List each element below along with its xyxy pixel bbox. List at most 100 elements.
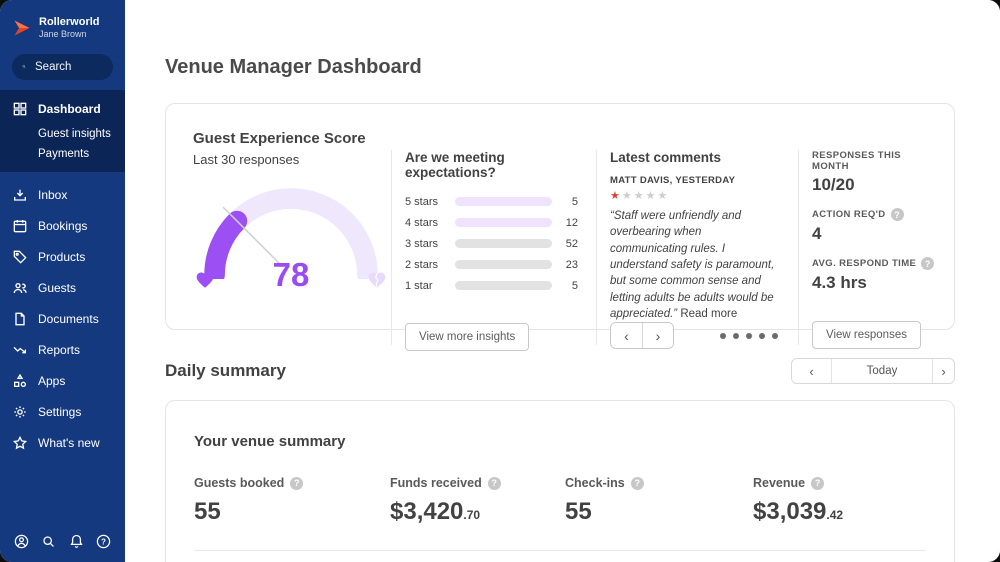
stat-value: 10/20 xyxy=(812,175,855,194)
rating-count: 12 xyxy=(565,216,578,229)
search-icon xyxy=(22,65,26,69)
comments-pager: ‹ › xyxy=(610,322,674,350)
venue-metrics: Guests booked 55 Funds received $3,420.7… xyxy=(194,476,926,526)
sidebar-item-whats-new[interactable]: What's new xyxy=(0,428,125,459)
gauge-arc xyxy=(204,188,378,286)
prev-day-button[interactable]: ‹ xyxy=(792,359,832,383)
rating-count: 23 xyxy=(565,258,578,271)
sidebar-item-products[interactable]: Products xyxy=(0,242,125,273)
svg-text:?: ? xyxy=(101,537,106,546)
view-responses-button[interactable]: View responses xyxy=(812,321,921,350)
comment-author: MATT DAVIS, YESTERDAY xyxy=(610,175,736,186)
gauge-needle xyxy=(222,206,282,266)
rating-row-2-stars: 2 stars 23 xyxy=(405,254,578,275)
document-icon xyxy=(12,311,28,327)
sidebar-item-guest-insights[interactable]: Guest insights xyxy=(38,127,111,140)
search-icon[interactable] xyxy=(40,533,57,550)
section-subtitle: Last 30 responses xyxy=(193,152,300,167)
comment-quote: “Staff were unfriendly and overbearing w… xyxy=(610,208,780,322)
sidebar-nav: Inbox Bookings Products xyxy=(0,172,125,459)
help-icon[interactable] xyxy=(921,257,935,270)
stat-label: ACTION REQ'D xyxy=(812,208,936,221)
expectations-section: Are we meeting expectations? 5 stars 5 4… xyxy=(391,104,596,369)
sidebar-item-documents[interactable]: Documents xyxy=(0,304,125,335)
view-more-insights-button[interactable]: View more insights xyxy=(405,323,530,352)
carousel-dot[interactable] xyxy=(772,332,778,339)
guest-experience-score-section: Guest Experience Score Last 30 responses… xyxy=(166,104,391,369)
metric-revenue: Revenue $3,039.42 xyxy=(753,476,926,526)
sidebar-item-label: Documents xyxy=(38,312,99,327)
sidebar-item-apps[interactable]: Apps xyxy=(0,366,125,397)
ratings-bar-chart: 5 stars 5 4 stars 12 3 stars 52 xyxy=(405,191,578,296)
help-icon[interactable] xyxy=(890,208,904,221)
current-date-label[interactable]: Today xyxy=(832,359,932,383)
carousel-dot[interactable] xyxy=(746,332,752,339)
score-gauge: 78 xyxy=(193,177,389,291)
metric-value: 55 xyxy=(565,498,592,525)
daily-summary-title: Daily summary xyxy=(165,361,286,380)
sidebar-footer: ? xyxy=(0,526,125,556)
sidebar: Rollerworld Jane Brown Dashboard Guest xyxy=(0,0,125,562)
carousel-dots[interactable] xyxy=(720,332,780,339)
rating-label: 1 star xyxy=(405,279,433,292)
metric-label: Guests booked xyxy=(194,476,285,490)
next-comment-button[interactable]: › xyxy=(642,323,673,349)
rating-count: 52 xyxy=(565,237,578,250)
help-icon[interactable] xyxy=(630,476,644,490)
sidebar-item-payments[interactable]: Payments xyxy=(38,147,90,160)
sidebar-search[interactable] xyxy=(12,53,113,80)
star-icon xyxy=(12,435,28,451)
trend-line-icon xyxy=(12,342,28,358)
rating-stars xyxy=(610,189,780,202)
page-title: Venue Manager Dashboard xyxy=(165,56,422,78)
sidebar-item-settings[interactable]: Settings xyxy=(0,397,125,428)
rating-bar-track xyxy=(455,197,552,206)
rating-row-3-stars: 3 stars 52 xyxy=(405,233,578,254)
sidebar-item-reports[interactable]: Reports xyxy=(0,335,125,366)
rating-label: 4 stars xyxy=(405,216,439,229)
rating-label: 2 stars xyxy=(405,258,439,271)
tag-icon xyxy=(12,249,28,265)
sidebar-item-guests[interactable]: Guests xyxy=(0,273,125,304)
rating-count: 5 xyxy=(571,195,578,208)
help-icon[interactable] xyxy=(487,476,501,490)
stat-label-text: RESPONSES THIS MONTH xyxy=(812,150,902,172)
rating-bar-track xyxy=(455,239,552,248)
daily-summary-header: Daily summary ‹ Today › xyxy=(165,358,955,384)
bell-icon[interactable] xyxy=(68,533,85,550)
inbox-icon xyxy=(12,187,28,203)
metric-value: $3,420.70 xyxy=(390,498,481,525)
metric-funds-received: Funds received $3,420.70 xyxy=(390,476,565,526)
sidebar-item-bookings[interactable]: Bookings xyxy=(0,211,125,242)
star-empty-icon xyxy=(646,190,658,202)
carousel-dot[interactable] xyxy=(759,332,765,339)
stat-label-text: AVG. RESPOND TIME xyxy=(812,258,917,269)
metric-guests-booked: Guests booked 55 xyxy=(194,476,390,526)
prev-comment-button[interactable]: ‹ xyxy=(611,323,642,349)
brand: Rollerworld Jane Brown xyxy=(0,0,125,50)
carousel-dot[interactable] xyxy=(733,332,739,339)
next-day-button[interactable]: › xyxy=(932,359,954,383)
comment-text: “Staff were unfriendly and overbearing w… xyxy=(610,210,775,320)
sidebar-item-label: Dashboard xyxy=(38,101,101,116)
rating-row-5-stars: 5 stars 5 xyxy=(405,191,578,212)
sidebar-item-inbox[interactable]: Inbox xyxy=(0,180,125,211)
venue-summary-title: Your venue summary xyxy=(194,433,346,450)
rating-bar-track xyxy=(455,260,552,269)
sidebar-item-dashboard[interactable]: Dashboard xyxy=(0,94,125,124)
sidebar-item-label: Reports xyxy=(38,343,81,358)
metric-value: $3,039.42 xyxy=(753,498,844,525)
star-empty-icon xyxy=(622,190,634,202)
help-icon[interactable]: ? xyxy=(95,533,112,550)
profile-icon[interactable] xyxy=(13,533,30,550)
read-more-link[interactable]: Read more xyxy=(680,307,738,320)
guest-experience-card: Guest Experience Score Last 30 responses… xyxy=(165,103,955,352)
help-icon[interactable] xyxy=(290,476,304,490)
carousel-dot[interactable] xyxy=(720,332,726,339)
apps-icon xyxy=(12,373,28,389)
sidebar-item-label: Guests xyxy=(38,281,77,296)
search-input[interactable] xyxy=(33,59,103,74)
section-title: Are we meeting expectations? xyxy=(405,150,505,180)
help-icon[interactable] xyxy=(811,476,825,490)
